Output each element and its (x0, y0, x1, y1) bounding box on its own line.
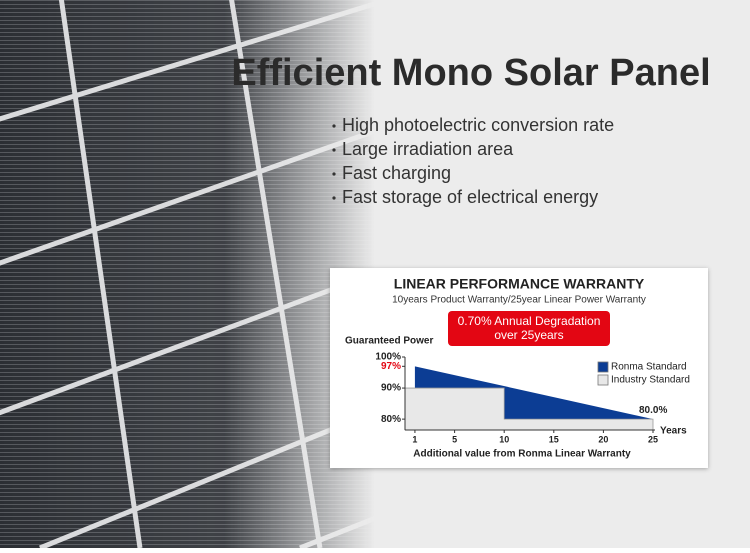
x-unit-label: Years (660, 426, 687, 437)
y-tick-label: 100% (375, 352, 401, 363)
legend-swatch (597, 374, 609, 386)
bullet (332, 148, 336, 152)
legend-label: Industry Standard (611, 375, 690, 386)
title: Efficient Mono Solar Panel (231, 52, 710, 94)
feature-text: High photoelectric conversion rate (342, 115, 614, 135)
x-tick-label: 15 (549, 434, 559, 444)
annotation-badge (448, 311, 610, 346)
feature-text: Fast charging (342, 163, 451, 183)
y-tick-label: 90% (381, 383, 401, 394)
x-tick-label: 20 (598, 434, 608, 444)
bullet (332, 172, 336, 176)
annotation: over 25years (494, 328, 563, 342)
x-tick-label: 10 (499, 434, 509, 444)
x-tick-label: 5 (452, 434, 457, 444)
x-axis-label: Additional value from Ronma Linear Warra… (413, 449, 631, 460)
feature-text: Large irradiation area (342, 139, 514, 159)
y-axis-label: Guaranteed Power (345, 336, 433, 347)
y-tick-label: 80% (381, 414, 401, 425)
chart-title: LINEAR PERFORMANCE WARRANTY (394, 276, 645, 292)
annotation: 0.70% Annual Degradation (458, 314, 601, 328)
x-tick-label: 1 (412, 434, 417, 444)
feature-text: Fast storage of electrical energy (342, 187, 598, 207)
chart-subtitle: 10years Product Warranty/25year Linear P… (392, 295, 646, 306)
x-tick-label: 25 (648, 434, 658, 444)
legend-label: Ronma Standard (611, 362, 687, 373)
chart-card (330, 268, 708, 468)
value-label: 80.0% (639, 405, 667, 416)
y-tick-label: 97% (381, 361, 401, 372)
bullet (332, 196, 336, 200)
bullet (332, 124, 336, 128)
legend-swatch (597, 361, 609, 373)
